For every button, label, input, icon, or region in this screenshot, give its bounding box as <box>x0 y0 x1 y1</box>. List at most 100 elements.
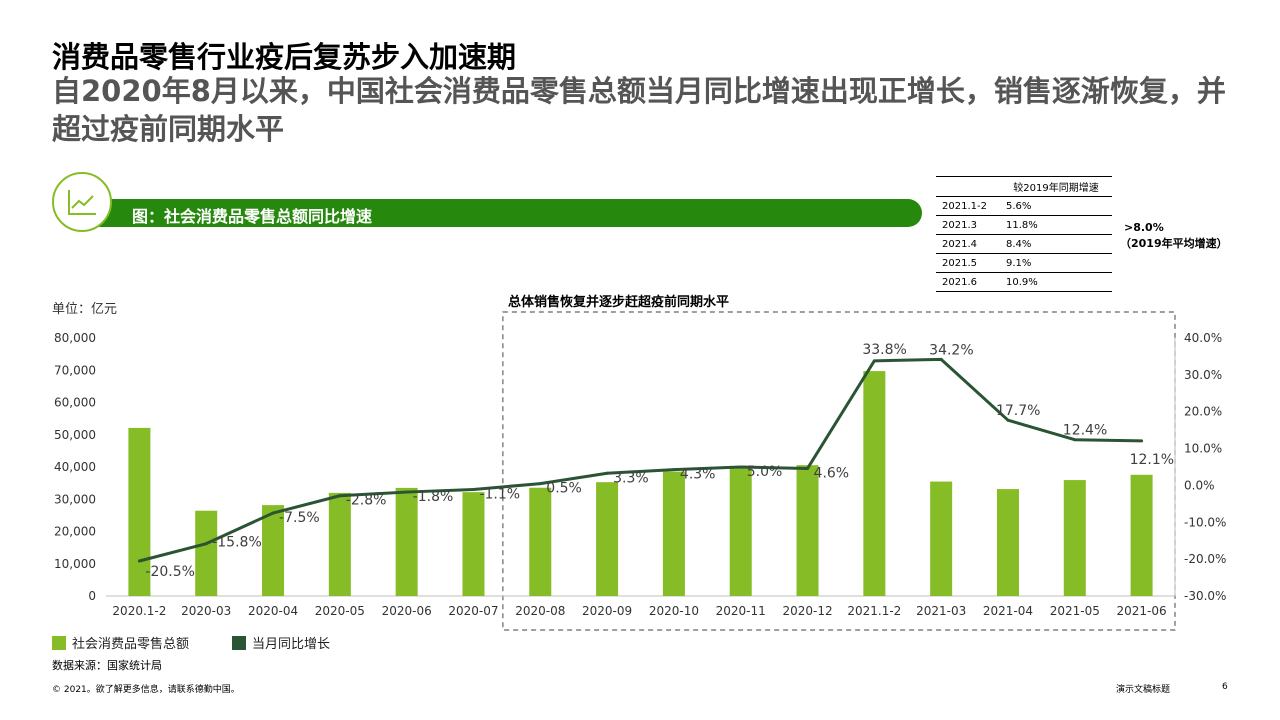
table-row: 2021.5 9.1% <box>936 253 1112 273</box>
highlight-box-title: 总体销售恢复并逐步赶超疫前同期水平 <box>508 295 730 310</box>
y-right-tick-label: 40.0% <box>1184 331 1222 345</box>
bar <box>1130 474 1153 596</box>
table-row: 2021.6 10.9% <box>936 272 1112 292</box>
data-label: 34.2% <box>929 342 973 358</box>
line-point <box>137 559 141 563</box>
line-point <box>872 359 876 363</box>
bar <box>262 505 285 596</box>
data-label: 12.1% <box>1130 452 1174 468</box>
line-point <box>1073 438 1077 442</box>
y-left-tick-label: 70,000 <box>54 363 96 377</box>
y-right-tick-label: 0.0% <box>1184 478 1215 492</box>
bar <box>662 471 685 596</box>
y-left-tick-label: 40,000 <box>54 460 96 474</box>
y-right-tick-label: 20.0% <box>1184 405 1222 419</box>
line-point <box>1006 418 1010 422</box>
y-right-tick-label: -10.0% <box>1184 515 1226 529</box>
legend-line-swatch <box>232 636 246 650</box>
line-point <box>1140 439 1144 443</box>
y-left-tick-label: 60,000 <box>54 396 96 410</box>
data-label: 3.3% <box>613 470 649 486</box>
data-label: 4.6% <box>814 465 850 481</box>
bar <box>596 482 619 596</box>
y-left-tick-label: 30,000 <box>54 492 96 506</box>
bar <box>328 492 351 596</box>
page-subtitle: 自2020年8月以来，中国社会消费品零售总额当月同比增速出现正增长，销售逐渐恢复… <box>52 74 1226 146</box>
bar <box>930 481 953 596</box>
footer-copyright: © 2021。欲了解更多信息，请联系德勤中国。 <box>52 685 240 695</box>
bar <box>863 371 886 596</box>
bar <box>729 468 752 596</box>
data-source: 数据来源：国家统计局 <box>52 659 162 672</box>
y-right-tick-label: 30.0% <box>1184 368 1222 382</box>
x-tick-label: 2020-08 <box>515 604 565 618</box>
data-label: -1.1% <box>479 486 520 502</box>
legend-bar: 社会消费品零售总额 <box>52 633 189 652</box>
x-tick-label: 2020-09 <box>582 604 632 618</box>
data-label: -7.5% <box>279 510 320 526</box>
bar <box>529 487 552 596</box>
x-tick-label: 2020-05 <box>315 604 365 618</box>
data-label: 17.7% <box>996 403 1040 419</box>
footer-title: 演示文稿标题 <box>1116 685 1171 695</box>
line-point <box>204 542 208 546</box>
y-left-tick-label: 80,000 <box>54 331 96 345</box>
page-title: 消费品零售行业疫后复苏步入加速期 <box>52 40 517 74</box>
table-row: 2021.3 11.8% <box>936 215 1112 235</box>
bar <box>128 427 151 596</box>
y-left-tick-label: 10,000 <box>54 557 96 571</box>
x-tick-label: 2021-05 <box>1050 604 1100 618</box>
table-row: 2021.1-2 5.6% <box>936 196 1112 216</box>
line-point <box>739 465 743 469</box>
line-point <box>605 471 609 475</box>
y-left-tick-label: 50,000 <box>54 428 96 442</box>
y-right-tick-label: -20.0% <box>1184 552 1226 566</box>
x-tick-label: 2020-12 <box>782 604 832 618</box>
y-right-tick-label: 10.0% <box>1184 442 1222 456</box>
bar <box>462 492 485 596</box>
bar <box>996 489 1019 596</box>
page-number: 6 <box>1222 682 1228 692</box>
x-tick-label: 2020-07 <box>448 604 498 618</box>
x-tick-label: 2020-11 <box>716 604 766 618</box>
table-header: 较2019年同期增速 <box>1000 176 1112 197</box>
data-label: -1.8% <box>413 489 454 505</box>
x-tick-label: 2020-03 <box>181 604 231 618</box>
growth-line <box>139 357 1142 563</box>
table-row: 2021.4 8.4% <box>936 234 1112 254</box>
x-tick-label: 2021-04 <box>983 604 1033 618</box>
data-label: -15.8% <box>212 535 262 551</box>
x-tick-label: 2021-03 <box>916 604 966 618</box>
comparison-table: 较2019年同期增速 2021.1-2 5.6% 2021.3 11.8% 2021… <box>936 176 1112 292</box>
line-point <box>338 494 342 498</box>
data-label: -2.8% <box>346 493 387 509</box>
bar <box>195 510 218 596</box>
chart-banner-label: 图：社会消费品零售总额同比增速 <box>132 207 373 226</box>
data-label: 33.8% <box>862 342 906 358</box>
data-label: -20.5% <box>145 564 195 580</box>
unit-label: 单位：亿元 <box>52 302 118 317</box>
line-point <box>405 490 409 494</box>
line-point <box>271 511 275 515</box>
line-point <box>672 468 676 472</box>
line-point <box>471 487 475 491</box>
y-left-tick-label: 20,000 <box>54 525 96 539</box>
legend-bar-swatch <box>52 636 66 650</box>
x-tick-label: 2020.1-2 <box>112 604 166 618</box>
benchmark-note: >8.0% （2019年平均增速） <box>1120 221 1228 250</box>
legend-line: 当月同比增长 <box>232 633 330 652</box>
line-point <box>939 357 943 361</box>
data-label: 4.3% <box>680 467 716 483</box>
y-right-tick-label: -30.0% <box>1184 589 1226 603</box>
x-tick-label: 2020-06 <box>382 604 432 618</box>
x-tick-label: 2021.1-2 <box>847 604 901 618</box>
data-label: 12.4% <box>1063 423 1107 439</box>
chart-banner <box>70 199 922 227</box>
y-left-tick-label: 0 <box>88 589 96 603</box>
line-point <box>538 482 542 486</box>
data-label: 5.0% <box>747 464 783 480</box>
bar <box>796 465 819 596</box>
bar <box>395 487 418 596</box>
x-tick-label: 2020-10 <box>649 604 699 618</box>
